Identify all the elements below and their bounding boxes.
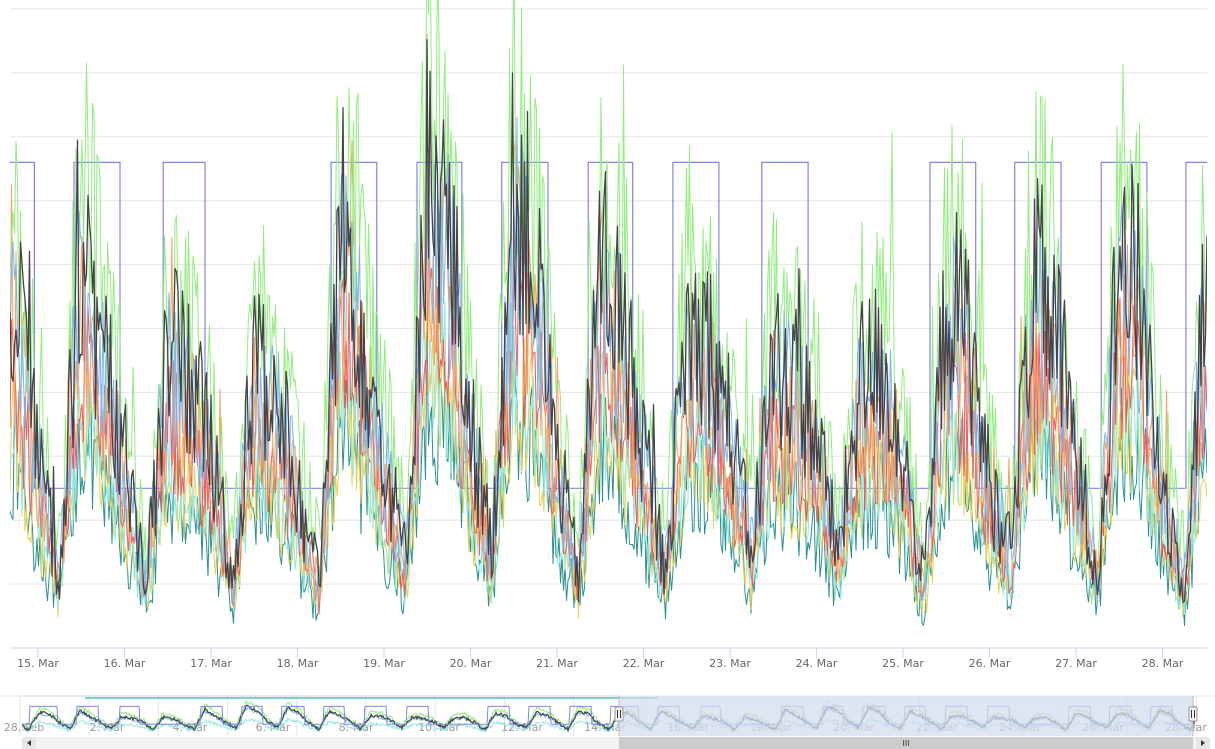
x-tick-label: 15. Mar <box>17 657 59 670</box>
scrollbar-grip: III <box>902 739 909 748</box>
series-line-6 <box>10 116 1207 606</box>
x-tick-label: 19. Mar <box>363 657 405 670</box>
plot-area <box>10 0 1207 627</box>
scrollbar[interactable]: III <box>22 737 1210 749</box>
x-tick-label: 23. Mar <box>709 657 751 670</box>
navigator-left-handle[interactable] <box>614 706 624 722</box>
series-line-5 <box>10 0 1207 589</box>
series-line-7 <box>10 38 1207 603</box>
x-tick-label: 26. Mar <box>969 657 1011 670</box>
navigator-right-handle[interactable] <box>1188 706 1198 722</box>
x-axis: 15. Mar 16. Mar 17. Mar 18. Mar 19. Mar 20. M… <box>17 648 1184 670</box>
navigator[interactable]: 28. Feb 2. Mar 4. Mar 6. Mar 8. Mar 10. Mar 12… <box>0 695 1215 736</box>
x-tick-label: 16. Mar <box>104 657 146 670</box>
arrow-right-icon <box>1201 740 1205 746</box>
series-line-0 <box>10 330 1207 627</box>
x-tick-label: 28. Mar <box>1142 657 1184 670</box>
x-tick-label: 22. Mar <box>623 657 665 670</box>
x-tick-label: 21. Mar <box>536 657 578 670</box>
x-tick-label: 25. Mar <box>882 657 924 670</box>
x-tick-label: 27. Mar <box>1055 657 1097 670</box>
x-tick-label: 20. Mar <box>450 657 492 670</box>
navigator-selection-mask[interactable] <box>619 696 1193 736</box>
x-tick-label: 24. Mar <box>796 657 838 670</box>
x-tick-label: 17. Mar <box>190 657 232 670</box>
scrollbar-thumb[interactable] <box>619 737 1193 749</box>
x-tick-label: 18. Mar <box>277 657 319 670</box>
arrow-left-icon <box>27 740 31 746</box>
